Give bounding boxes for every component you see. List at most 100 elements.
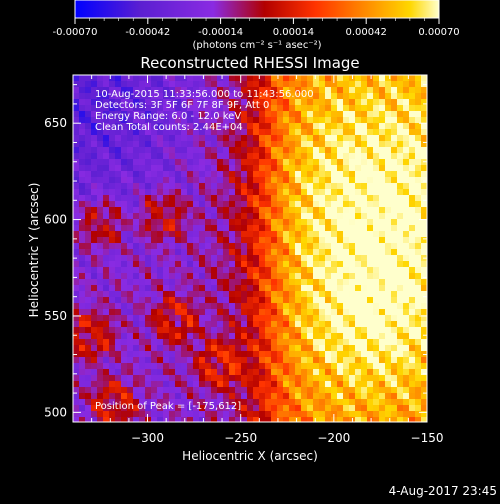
heatmap-cell	[247, 237, 254, 244]
heatmap-cell	[271, 405, 278, 412]
heatmap-cell	[163, 171, 170, 178]
heatmap-cell	[313, 219, 320, 226]
heatmap-cell	[385, 135, 392, 142]
heatmap-cell	[199, 201, 206, 208]
heatmap-cell	[229, 315, 236, 322]
heatmap-cell	[73, 129, 80, 136]
heatmap-cell	[403, 147, 410, 154]
heatmap-cell	[379, 207, 386, 214]
heatmap-cell	[403, 243, 410, 250]
heatmap-cell	[331, 219, 338, 226]
heatmap-cell	[223, 279, 230, 286]
heatmap-cell	[403, 237, 410, 244]
heatmap-cell	[415, 357, 422, 364]
heatmap-cell	[121, 351, 128, 358]
heatmap-cell	[211, 219, 218, 226]
heatmap-cell	[139, 153, 146, 160]
heatmap-cell	[271, 189, 278, 196]
heatmap-cell	[151, 129, 158, 136]
heatmap-cell	[133, 339, 140, 346]
heatmap-cell	[223, 255, 230, 262]
heatmap-cell	[409, 411, 416, 418]
heatmap-cell	[379, 219, 386, 226]
heatmap-cell	[199, 147, 206, 154]
heatmap-cell	[235, 219, 242, 226]
heatmap-cell	[271, 381, 278, 388]
heatmap-cell	[205, 213, 212, 220]
heatmap-cell	[79, 93, 86, 100]
heatmap-cell	[283, 273, 290, 280]
heatmap-cell	[241, 237, 248, 244]
heatmap-cell	[163, 99, 170, 106]
heatmap-cell	[145, 237, 152, 244]
heatmap-cell	[217, 183, 224, 190]
heatmap-cell	[259, 309, 266, 316]
heatmap-cell	[277, 393, 284, 400]
heatmap-cell	[361, 219, 368, 226]
heatmap-cell	[145, 411, 152, 418]
heatmap-cell	[265, 351, 272, 358]
heatmap-cell	[133, 381, 140, 388]
heatmap-cell	[403, 207, 410, 214]
heatmap-cell	[223, 309, 230, 316]
heatmap-cell	[337, 417, 344, 422]
heatmap-cell	[259, 225, 266, 232]
heatmap-cell	[73, 285, 80, 292]
heatmap-cell	[247, 135, 254, 142]
heatmap-cell	[409, 147, 416, 154]
heatmap-cell	[169, 267, 176, 274]
heatmap-cell	[97, 291, 104, 298]
heatmap-cell	[331, 147, 338, 154]
heatmap-cell	[421, 387, 427, 394]
heatmap-cell	[253, 147, 260, 154]
heatmap-cell	[421, 417, 427, 422]
heatmap-cell	[337, 135, 344, 142]
heatmap-cell	[301, 411, 308, 418]
heatmap-cell	[205, 147, 212, 154]
heatmap-cell	[139, 177, 146, 184]
heatmap-cell	[325, 219, 332, 226]
heatmap-cell	[79, 123, 86, 130]
heatmap-cell	[205, 243, 212, 250]
heatmap-cell	[355, 267, 362, 274]
heatmap-cell	[85, 111, 92, 118]
heatmap-cell	[343, 159, 350, 166]
heatmap-cell	[175, 177, 182, 184]
heatmap-cell	[403, 273, 410, 280]
heatmap-cell	[163, 339, 170, 346]
heatmap-cell	[229, 225, 236, 232]
heatmap-cell	[307, 237, 314, 244]
heatmap-cell	[355, 105, 362, 112]
heatmap-cell	[97, 213, 104, 220]
heatmap-cell	[229, 255, 236, 262]
heatmap-cell	[355, 189, 362, 196]
heatmap-cell	[367, 195, 374, 202]
heatmap-cell	[229, 405, 236, 412]
heatmap-cell	[289, 327, 296, 334]
heatmap-cell	[103, 129, 110, 136]
heatmap-cell	[289, 105, 296, 112]
heatmap-cell	[73, 153, 80, 160]
heatmap-cell	[283, 345, 290, 352]
heatmap-cell	[139, 327, 146, 334]
heatmap-cell	[139, 117, 146, 124]
heatmap-cell	[349, 327, 356, 334]
heatmap-cell	[313, 75, 320, 82]
heatmap-cell	[145, 207, 152, 214]
heatmap-cell	[145, 189, 152, 196]
heatmap-cell	[403, 345, 410, 352]
heatmap-cell	[307, 405, 314, 412]
heatmap-cell	[133, 201, 140, 208]
heatmap-cell	[181, 219, 188, 226]
heatmap-cell	[73, 291, 80, 298]
heatmap-cell	[199, 405, 206, 412]
heatmap-cell	[421, 231, 427, 238]
heatmap-cell	[181, 195, 188, 202]
heatmap-cell	[361, 381, 368, 388]
heatmap-cell	[211, 195, 218, 202]
heatmap-cell	[79, 201, 86, 208]
heatmap-cell	[373, 393, 380, 400]
heatmap-cell	[175, 123, 182, 130]
heatmap-cell	[139, 291, 146, 298]
heatmap-cell	[337, 123, 344, 130]
